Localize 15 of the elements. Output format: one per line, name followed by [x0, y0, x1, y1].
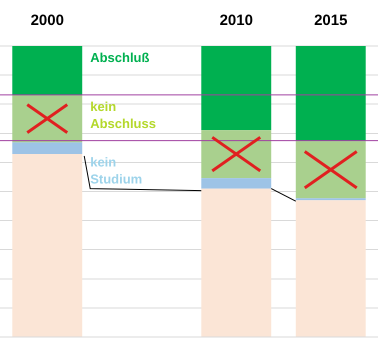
bar	[12, 154, 82, 336]
bar	[201, 46, 272, 130]
x-tick-label: 2010	[220, 12, 253, 30]
series-label: Abschluß	[90, 50, 150, 66]
bar	[296, 141, 366, 198]
bar	[201, 178, 272, 189]
bar	[296, 200, 366, 336]
bar	[296, 46, 366, 142]
bar	[12, 46, 82, 95]
bar	[201, 188, 272, 336]
series-label: kein Studium	[90, 154, 142, 186]
x-tick-label: 2000	[30, 12, 64, 30]
x-tick-label: 2015	[314, 12, 348, 30]
series-label: kein Abschluss	[90, 98, 156, 131]
bar	[12, 142, 82, 154]
